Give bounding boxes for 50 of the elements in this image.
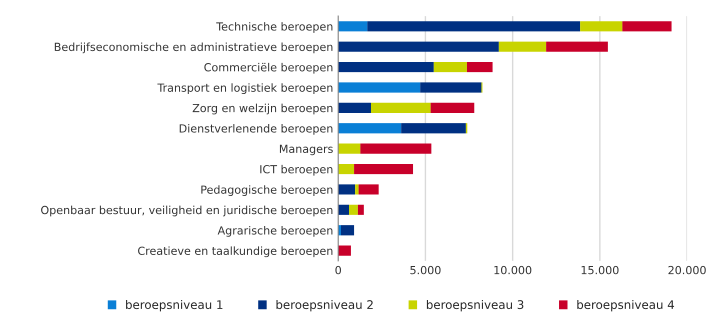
bar	[338, 123, 402, 134]
bar	[338, 21, 368, 32]
bar	[338, 102, 371, 113]
bar	[370, 102, 431, 113]
y-tick-label: Managers	[280, 144, 333, 156]
bar	[340, 225, 354, 236]
x-tick-label: 15.000	[582, 266, 619, 274]
bar	[434, 62, 467, 72]
bar	[338, 164, 354, 174]
legend-label: beroepsniveau 2	[276, 300, 373, 312]
bar	[338, 42, 499, 52]
x-tick-label: 20.000	[668, 266, 706, 274]
bar	[358, 204, 364, 215]
x-tick-label: 0	[335, 266, 341, 274]
y-tick-label: Dienstverlenende beroepen	[180, 124, 332, 135]
y-tick-label: Technische beroepen	[216, 22, 332, 33]
bar	[338, 82, 420, 93]
bar	[349, 204, 358, 215]
bar	[338, 184, 356, 195]
bar	[358, 184, 379, 195]
x-tick-label: 10.000	[494, 266, 532, 274]
y-tick-label: Openbaar bestuur, veiligheid en juridische beroepen	[41, 206, 332, 216]
bar	[360, 144, 432, 154]
y-tick-label: ICT beroepen	[260, 164, 332, 176]
legend-label: beroepsniveau 4	[577, 300, 674, 312]
bar	[354, 164, 414, 174]
bar	[355, 184, 359, 195]
y-tick-label: Bedrijfseconomische en administratieve beroepen	[54, 42, 332, 54]
bar	[338, 144, 360, 154]
x-tick-label: 5.000	[410, 266, 441, 274]
bar	[430, 102, 474, 113]
bar	[338, 204, 350, 215]
bar	[338, 62, 434, 72]
bar	[367, 21, 580, 32]
y-tick-label: Commerciële beroepen	[204, 62, 332, 74]
bar	[420, 82, 482, 93]
y-tick-label: Transport en logistiek beroepen	[157, 83, 332, 94]
bar	[338, 246, 351, 256]
legend-label: beroepsniveau 1	[126, 300, 222, 312]
y-tick-label: Zorg en welzijn beroepen	[192, 104, 332, 114]
bar	[466, 62, 493, 72]
bar	[546, 42, 608, 52]
bar	[498, 42, 546, 52]
y-tick-label: Pedagogische beroepen	[201, 185, 332, 196]
bar	[622, 21, 672, 32]
bar	[580, 21, 622, 32]
y-tick-label: Creatieve en taalkundige beroepen	[138, 246, 332, 258]
bar	[401, 123, 466, 134]
y-tick-label: Agrarische beroepen	[218, 226, 332, 237]
legend-label: beroepsniveau 3	[426, 300, 524, 312]
